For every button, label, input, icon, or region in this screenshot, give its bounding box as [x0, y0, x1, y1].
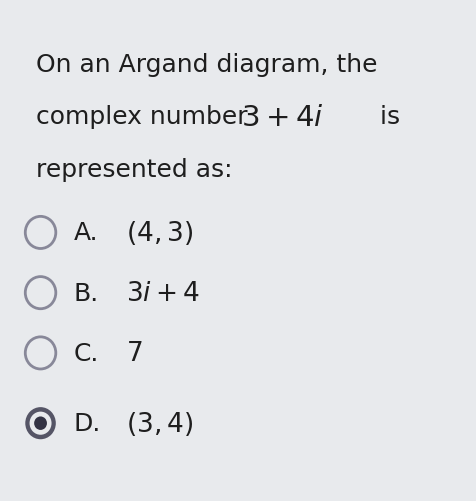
Text: A.: A. — [74, 221, 99, 245]
Text: $7$: $7$ — [126, 340, 143, 366]
Text: is: is — [371, 105, 399, 129]
Text: On an Argand diagram, the: On an Argand diagram, the — [36, 53, 377, 77]
Circle shape — [34, 417, 47, 430]
Text: $3i + 4$: $3i + 4$ — [126, 280, 200, 306]
Text: $( 4, 3 )$: $( 4, 3 )$ — [126, 219, 193, 247]
Text: $( 3, 4 )$: $( 3, 4 )$ — [126, 409, 193, 437]
Text: B.: B. — [74, 281, 99, 305]
Text: complex number: complex number — [36, 105, 255, 129]
Text: D.: D. — [74, 411, 101, 435]
Circle shape — [25, 407, 56, 439]
Text: represented as:: represented as: — [36, 158, 232, 182]
Text: C.: C. — [74, 341, 99, 365]
Circle shape — [30, 412, 51, 435]
Text: $3 + 4i$: $3 + 4i$ — [240, 104, 323, 132]
